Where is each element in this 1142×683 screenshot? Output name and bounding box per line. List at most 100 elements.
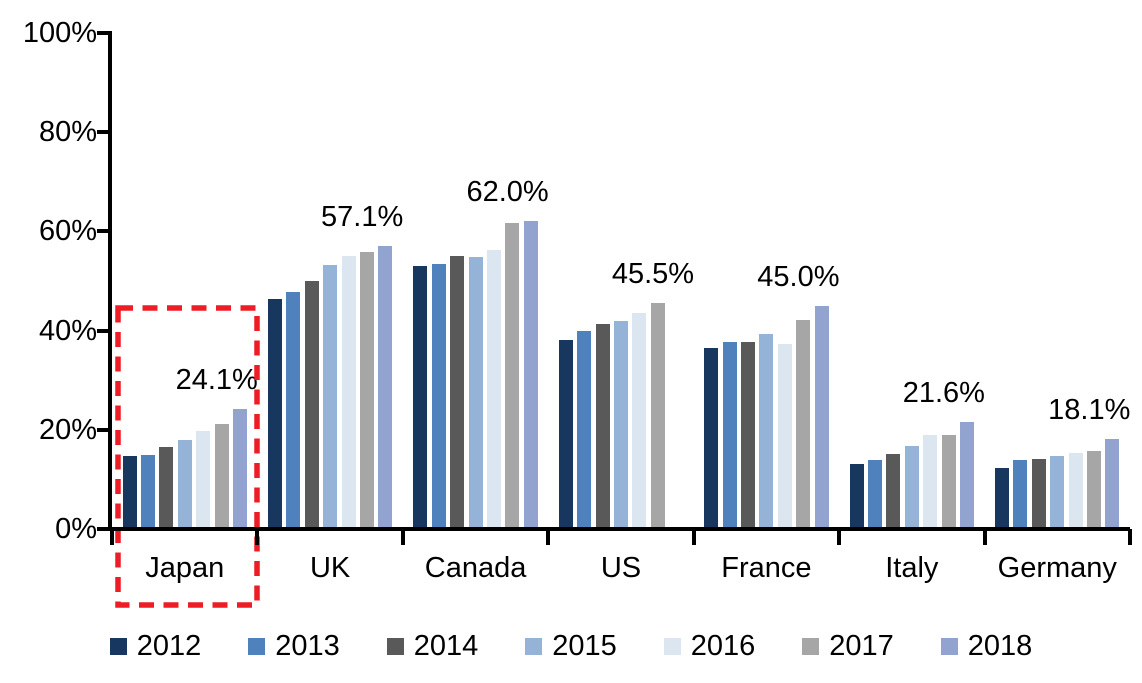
legend-label-2018: 2018 [967, 630, 1033, 662]
bar-germany-2015 [1050, 456, 1065, 529]
bar-germany-2012 [995, 467, 1010, 529]
x-axis-tick-mark [400, 529, 405, 545]
bar-uk-2016 [341, 256, 356, 529]
bar-group-germany [985, 33, 1130, 529]
bar-canada-2018 [523, 221, 538, 529]
bar-italy-2012 [849, 464, 864, 529]
bar-france-2016 [777, 344, 792, 529]
bar-canada-2015 [468, 257, 483, 529]
x-axis-category-label: Japan [145, 552, 225, 584]
legend-label-2013: 2013 [275, 630, 340, 662]
bar-uk-2012 [267, 299, 282, 529]
y-axis-tick-mark [97, 527, 112, 531]
bar-japan-2016 [196, 430, 211, 529]
x-axis-tick-mark [691, 529, 696, 545]
bar-japan-2018 [232, 409, 247, 529]
legend-swatch-2014 [386, 637, 404, 655]
bar-group-canada [403, 33, 548, 529]
bar-italy-2016 [923, 435, 938, 529]
bar-japan-2014 [159, 446, 174, 529]
x-axis-category-label: UK [309, 552, 351, 584]
data-label-france: 45.0% [757, 260, 840, 293]
bar-france-2014 [741, 342, 756, 529]
legend-swatch-2012 [109, 637, 127, 655]
y-axis-tick-label: 100% [22, 17, 97, 49]
bar-canada-2017 [505, 223, 520, 529]
bar-us-2016 [632, 312, 647, 529]
y-axis-tick-label: 0% [55, 513, 97, 545]
x-axis-tick-mark [255, 529, 260, 545]
y-axis-tick-mark [97, 427, 112, 432]
legend-item-2013: 2013 [248, 631, 340, 661]
legend-label-2016: 2016 [690, 630, 756, 662]
y-axis-tick-mark [97, 328, 112, 333]
bar-group-uk [257, 33, 402, 529]
bar-italy-2018 [960, 421, 975, 529]
x-axis-tick-mark [1128, 529, 1132, 545]
bar-group-france [694, 33, 839, 529]
legend: 2012 2013 2014 2015 2016 2017 2018 [0, 631, 1142, 661]
bar-us-2014 [595, 324, 610, 529]
legend-label-2017: 2017 [829, 630, 894, 662]
y-axis-tick-label: 60% [38, 215, 97, 248]
bar-japan-2013 [140, 454, 155, 529]
legend-swatch-2015 [525, 637, 543, 655]
bar-us-2015 [613, 320, 628, 529]
bar-us-2017 [650, 303, 665, 529]
bar-canada-2013 [431, 264, 446, 529]
data-label-uk: 57.1% [321, 200, 404, 233]
legend-swatch-2017 [802, 637, 820, 655]
bar-france-2018 [814, 305, 829, 529]
bar-canada-2012 [413, 265, 428, 529]
legend-item-2014: 2014 [386, 631, 478, 661]
x-axis-category-label: Italy [885, 552, 939, 584]
y-axis-tick-label: 80% [38, 116, 97, 149]
x-axis-tick-mark [982, 529, 987, 545]
bar-italy-2015 [904, 446, 919, 529]
bar-germany-2013 [1013, 460, 1028, 529]
y-axis-line [108, 31, 112, 531]
x-axis-line [108, 527, 1130, 531]
legend-swatch-2013 [248, 637, 266, 655]
bar-canada-2014 [450, 256, 465, 529]
bar-group-us [548, 33, 693, 529]
x-axis-tick-mark [110, 529, 114, 545]
bar-italy-2013 [868, 460, 883, 529]
bar-uk-2013 [286, 291, 301, 529]
bar-germany-2016 [1068, 453, 1083, 529]
bar-japan-2017 [214, 424, 229, 529]
bar-japan-2015 [177, 440, 192, 529]
data-label-us: 45.5% [611, 258, 695, 291]
bar-germany-2014 [1031, 458, 1046, 529]
bar-canada-2016 [486, 250, 501, 529]
bar-italy-2014 [886, 453, 901, 529]
bar-germany-2018 [1105, 439, 1120, 529]
bar-france-2012 [704, 347, 719, 529]
legend-label-2015: 2015 [552, 630, 617, 662]
bar-uk-2018 [378, 245, 393, 529]
bar-italy-2017 [941, 434, 956, 529]
data-label-germany: 18.1% [1048, 394, 1131, 427]
bar-group-italy [839, 33, 984, 529]
bar-japan-2012 [122, 456, 137, 529]
legend-swatch-2016 [663, 637, 681, 655]
legend-label-2012: 2012 [136, 630, 202, 662]
bar-uk-2017 [359, 251, 374, 529]
x-axis-category-label: France [721, 552, 812, 584]
legend-item-2018: 2018 [940, 630, 1033, 662]
bar-group-japan [112, 33, 257, 529]
x-axis-category-label: Canada [424, 552, 527, 584]
legend-swatch-2018 [940, 637, 958, 655]
data-label-canada: 62.0% [466, 176, 549, 209]
data-label-japan: 24.1% [175, 364, 258, 397]
legend-item-2015: 2015 [525, 631, 617, 661]
legend-item-2012: 2012 [109, 630, 202, 662]
bar-france-2013 [722, 341, 737, 529]
bar-uk-2015 [323, 265, 338, 529]
y-axis-tick-mark [97, 229, 112, 234]
legend-item-2017: 2017 [802, 631, 894, 661]
bar-france-2015 [759, 334, 774, 529]
bar-us-2012 [558, 339, 573, 529]
x-axis-category-label: US [600, 552, 642, 584]
